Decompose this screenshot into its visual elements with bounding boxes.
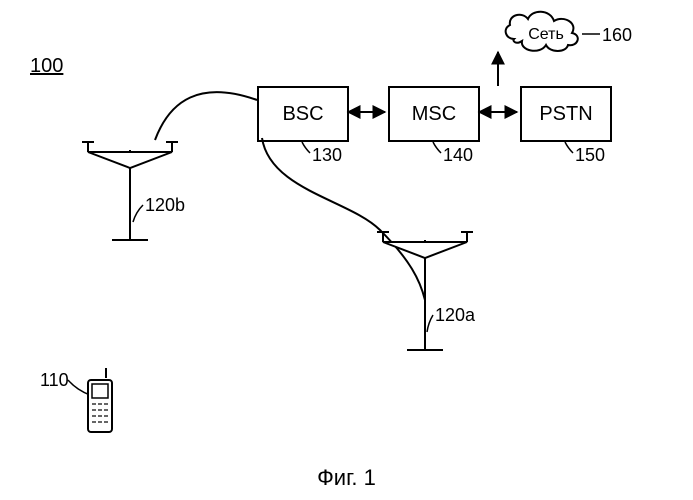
tower-a-icon: [377, 232, 473, 350]
leadline-tower-b: [133, 205, 143, 222]
leadline-phone: [68, 380, 90, 395]
link-bsc-tower-b: [155, 92, 257, 140]
cloud-label: Сеть: [528, 26, 564, 43]
svg-layer: Сеть: [0, 0, 693, 500]
leadline-tower-a: [427, 315, 433, 332]
cloud-icon: Сеть: [506, 12, 578, 51]
tower-b-icon: [82, 142, 178, 240]
diagram-canvas: 100 BSC MSC PSTN 130 140 150 160 120b 12…: [0, 0, 693, 500]
leadline-pstn: [565, 142, 573, 153]
leadline-msc: [433, 142, 441, 153]
phone-icon: [88, 368, 112, 432]
leadline-bsc: [302, 142, 310, 153]
link-bsc-tower-a: [262, 138, 425, 300]
